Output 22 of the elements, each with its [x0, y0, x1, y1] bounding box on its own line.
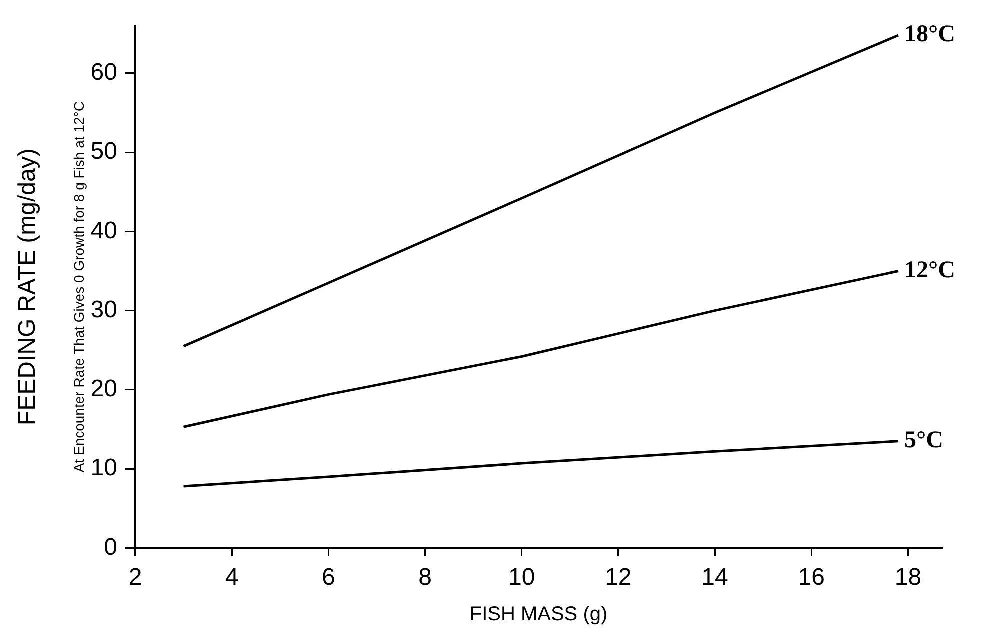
x-tick-label: 2 — [128, 564, 142, 592]
x-tick-label: 4 — [225, 564, 239, 592]
text: At Encounter Rate That Gives 0 Growth for 8 g Fish at 12°C — [70, 102, 87, 473]
y-tick-label: 30 — [90, 296, 118, 324]
y-tick-label: 20 — [90, 376, 118, 403]
series-label: 12°C — [904, 257, 956, 284]
x-tick-label: 10 — [508, 564, 536, 592]
x-tick-label: 14 — [702, 564, 728, 592]
series-label: 18°C — [904, 22, 956, 48]
y-tick-label: 0 — [104, 534, 118, 561]
y-axis-title: FEEDING RATE (mg/day) — [14, 148, 42, 426]
x-tick-label: 18 — [894, 564, 922, 592]
x-axis-title: FISH MASS (g) — [470, 604, 608, 626]
y-tick-label: 10 — [90, 454, 118, 482]
x-tick-label: 8 — [418, 564, 432, 592]
y-tick-label: 60 — [90, 59, 118, 86]
y-tick-label: 50 — [90, 138, 118, 166]
series-label: 5°C — [904, 428, 944, 454]
x-tick-label: 6 — [322, 564, 336, 592]
x-tick-label: 16 — [798, 564, 825, 592]
x-tick-label: 12 — [605, 564, 632, 592]
y-tick-label: 40 — [90, 217, 118, 244]
